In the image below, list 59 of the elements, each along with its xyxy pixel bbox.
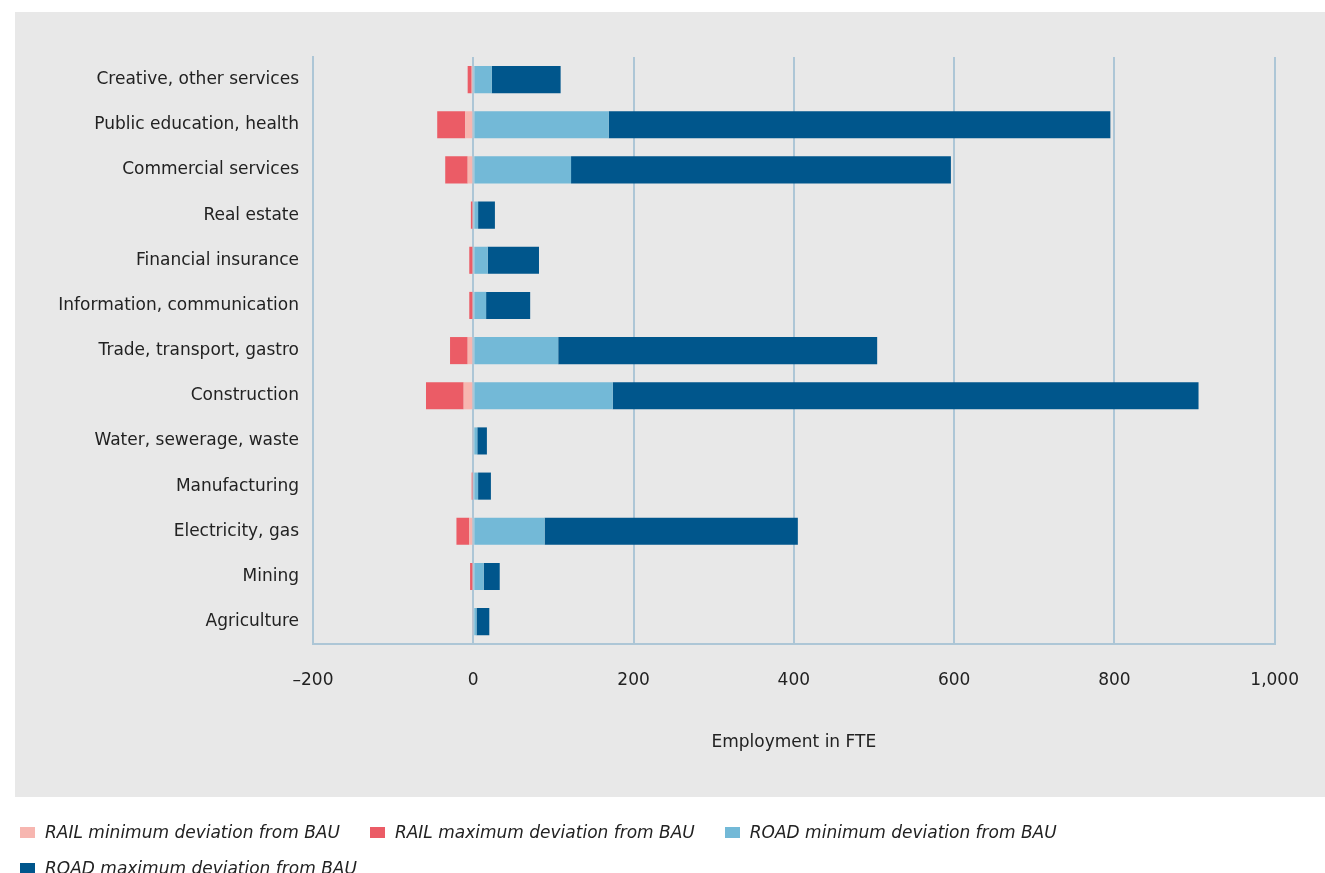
bar (474, 562, 484, 590)
y-tick-label: Information, communication (58, 293, 299, 314)
bar (478, 201, 495, 229)
y-tick-label: Public education, health (94, 113, 299, 134)
legend-label: ROAD minimum deviation from BAU (749, 822, 1057, 842)
x-tick-label: –200 (292, 668, 334, 689)
legend-label: RAIL minimum deviation from BAU (45, 822, 340, 842)
bar (474, 517, 545, 545)
bar (469, 517, 473, 545)
bar (474, 66, 492, 94)
y-tick-label: Electricity, gas (173, 519, 300, 540)
bar (486, 291, 531, 319)
bar (465, 111, 473, 139)
x-tick-label: 600 (937, 668, 971, 689)
bar (571, 156, 951, 184)
bar (474, 246, 488, 274)
x-tick-label: 400 (777, 668, 811, 689)
y-tick-label: Water, sewerage, waste (94, 429, 299, 450)
y-tick-label: Mining (242, 564, 299, 585)
bar (608, 111, 1111, 139)
x-tick-label: 0 (467, 668, 479, 689)
y-tick-label: Creative, other services (96, 68, 300, 89)
bar (474, 111, 609, 139)
bar (483, 562, 500, 590)
y-tick-label: Agriculture (205, 610, 299, 631)
bar (476, 608, 490, 636)
bar (467, 66, 472, 94)
bar (474, 337, 559, 365)
y-tick-label: Trade, transport, gastro (97, 339, 299, 360)
bar (487, 246, 539, 274)
bar (445, 156, 468, 184)
y-tick-label: Commercial services (122, 158, 300, 179)
bar (477, 427, 487, 455)
x-tick-label: 1,000 (1250, 668, 1299, 689)
y-tick-label: Real estate (203, 203, 299, 224)
x-tick-label: 800 (1098, 668, 1131, 689)
bar (474, 382, 613, 410)
bar (474, 156, 572, 184)
bar (474, 427, 478, 455)
bar (474, 291, 487, 319)
bar (474, 608, 477, 636)
bar (450, 337, 468, 365)
bar (426, 382, 464, 410)
bar (558, 337, 878, 365)
y-tick-label: Financial insurance (136, 248, 299, 269)
x-axis-title: Employment in FTE (711, 731, 877, 752)
bar (491, 66, 561, 94)
bar (612, 382, 1199, 410)
x-tick-label: 200 (617, 668, 650, 689)
bar (463, 382, 473, 410)
y-tick-label: Manufacturing (175, 474, 299, 495)
bar (474, 201, 479, 229)
bar (544, 517, 798, 545)
bar (474, 472, 479, 500)
bar (478, 472, 491, 500)
y-tick-label: Construction (190, 384, 299, 405)
legend-label: RAIL maximum deviation from BAU (394, 822, 695, 842)
bar (456, 517, 470, 545)
bar (437, 111, 466, 139)
